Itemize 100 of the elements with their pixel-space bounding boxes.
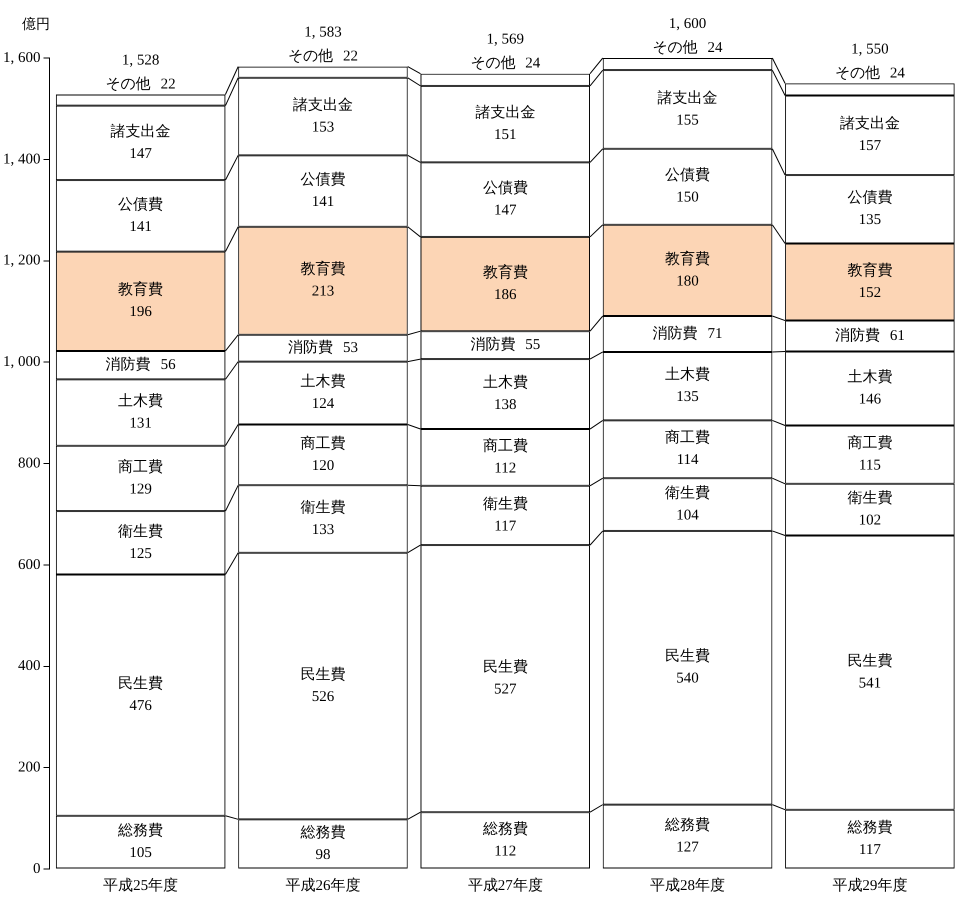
data-label: 133 <box>312 522 334 538</box>
data-label: 112 <box>494 843 516 860</box>
data-label: 526 <box>312 688 335 705</box>
x-tick-label: 平成29年度 <box>832 876 908 894</box>
data-label: 112 <box>494 460 516 476</box>
data-label: 24 <box>525 56 541 72</box>
x-tick-label: 平成28年度 <box>650 876 726 894</box>
data-label: 141 <box>129 218 152 235</box>
y-axis-title: 億円 <box>22 16 50 33</box>
text: 総務費 <box>118 823 164 840</box>
data-label: 22 <box>342 48 358 65</box>
text: 民生費 <box>847 654 892 670</box>
text: 衛生費 <box>300 500 346 516</box>
total-label: 1, 550 <box>851 41 889 58</box>
x-tick-label: 平成26年度 <box>285 876 360 894</box>
text: 諸支出金 <box>840 116 900 132</box>
data-label: 125 <box>129 546 152 562</box>
text: 商工費 <box>300 436 346 452</box>
text: 商工費 <box>847 436 892 452</box>
data-label: 541 <box>858 676 882 692</box>
data-label: 186 <box>494 287 517 304</box>
data-label: 124 <box>312 396 335 412</box>
y-tick-label: 600 <box>18 556 40 573</box>
text: 総務費 <box>482 821 528 838</box>
y-tick-label: 1, 000 <box>3 354 40 370</box>
data-label: 138 <box>494 396 516 413</box>
text: 衛生費 <box>482 496 528 512</box>
text: 消防費 <box>470 337 516 354</box>
text: 民生費 <box>482 660 528 676</box>
data-label: 180 <box>676 273 699 290</box>
text: 総務費 <box>665 818 710 834</box>
text: 教育費 <box>118 282 164 298</box>
text: その他 <box>834 65 880 82</box>
series-label: 公債費 <box>847 189 892 206</box>
text: 商工費 <box>665 430 710 446</box>
data-label: 151 <box>494 127 516 144</box>
text: 民生費 <box>665 648 710 665</box>
data-label: 56 <box>160 357 176 374</box>
text: その他 <box>470 56 516 72</box>
text: 土木費 <box>118 393 164 410</box>
text: 商工費 <box>118 459 164 476</box>
series-label: 土木費 <box>300 372 346 390</box>
text: 衛生費 <box>118 524 164 540</box>
text: 土木費 <box>482 374 528 391</box>
y-tick-label: 1, 400 <box>3 151 40 168</box>
y-tick-label: 0 <box>33 860 40 877</box>
data-label: 24 <box>890 65 906 82</box>
series-label: 民生費 <box>118 675 164 692</box>
data-label: 71 <box>708 326 723 342</box>
x-tick-label: 平成25年度 <box>103 876 178 894</box>
text: 総務費 <box>847 820 892 836</box>
total-label: 1, 583 <box>304 24 342 41</box>
data-label: 55 <box>525 337 540 354</box>
data-label: 61 <box>890 328 905 344</box>
text: 諸支出金 <box>658 90 718 106</box>
data-label: 115 <box>858 458 881 474</box>
data-label: 53 <box>342 340 358 356</box>
y-tick-label: 200 <box>18 760 40 776</box>
text: 公債費 <box>482 180 528 197</box>
text: 民生費 <box>300 666 346 683</box>
data-label: 213 <box>312 284 334 300</box>
text: 諸支出金 <box>475 105 536 122</box>
series-label: 諸支出金 <box>110 122 171 140</box>
y-tick-label: 800 <box>18 455 40 472</box>
text: その他 <box>652 40 698 56</box>
data-label: 157 <box>858 138 882 154</box>
total-label: 1, 528 <box>122 52 160 68</box>
series-label: 衛生費 <box>847 490 892 507</box>
text: その他 <box>106 76 151 92</box>
text: 教育費 <box>665 251 710 268</box>
total-label: 1, 600 <box>668 16 706 32</box>
series-label: 商工費 <box>482 437 528 454</box>
data-label: 147 <box>129 146 152 162</box>
data-label: 152 <box>858 284 882 301</box>
text: 公債費 <box>118 196 164 213</box>
text: 公債費 <box>300 172 346 188</box>
data-label: 24 <box>708 40 724 56</box>
data-label: 22 <box>160 76 176 92</box>
data-label: 153 <box>312 119 334 136</box>
text: 教育費 <box>482 265 528 282</box>
data-label: 150 <box>676 190 699 206</box>
data-label: 104 <box>676 507 700 524</box>
text: 衛生費 <box>665 485 710 502</box>
data-label: 102 <box>858 512 882 529</box>
y-tick-label: 1, 600 <box>3 50 40 66</box>
text: 消防費 <box>106 357 151 374</box>
data-label: 527 <box>494 682 517 698</box>
data-label: 155 <box>676 112 699 128</box>
text: 土木費 <box>847 369 892 386</box>
data-label: 129 <box>129 481 152 498</box>
series-label: 総務費 <box>299 824 346 841</box>
text: 消防費 <box>652 326 698 342</box>
series-label: 教育費 <box>847 262 892 279</box>
data-label: 127 <box>676 840 700 856</box>
data-label: 476 <box>129 698 152 714</box>
y-tick-label: 400 <box>18 658 40 674</box>
data-label: 135 <box>858 212 882 228</box>
data-label: 196 <box>129 304 152 320</box>
data-label: 114 <box>676 452 700 468</box>
data-label: 141 <box>312 194 334 210</box>
